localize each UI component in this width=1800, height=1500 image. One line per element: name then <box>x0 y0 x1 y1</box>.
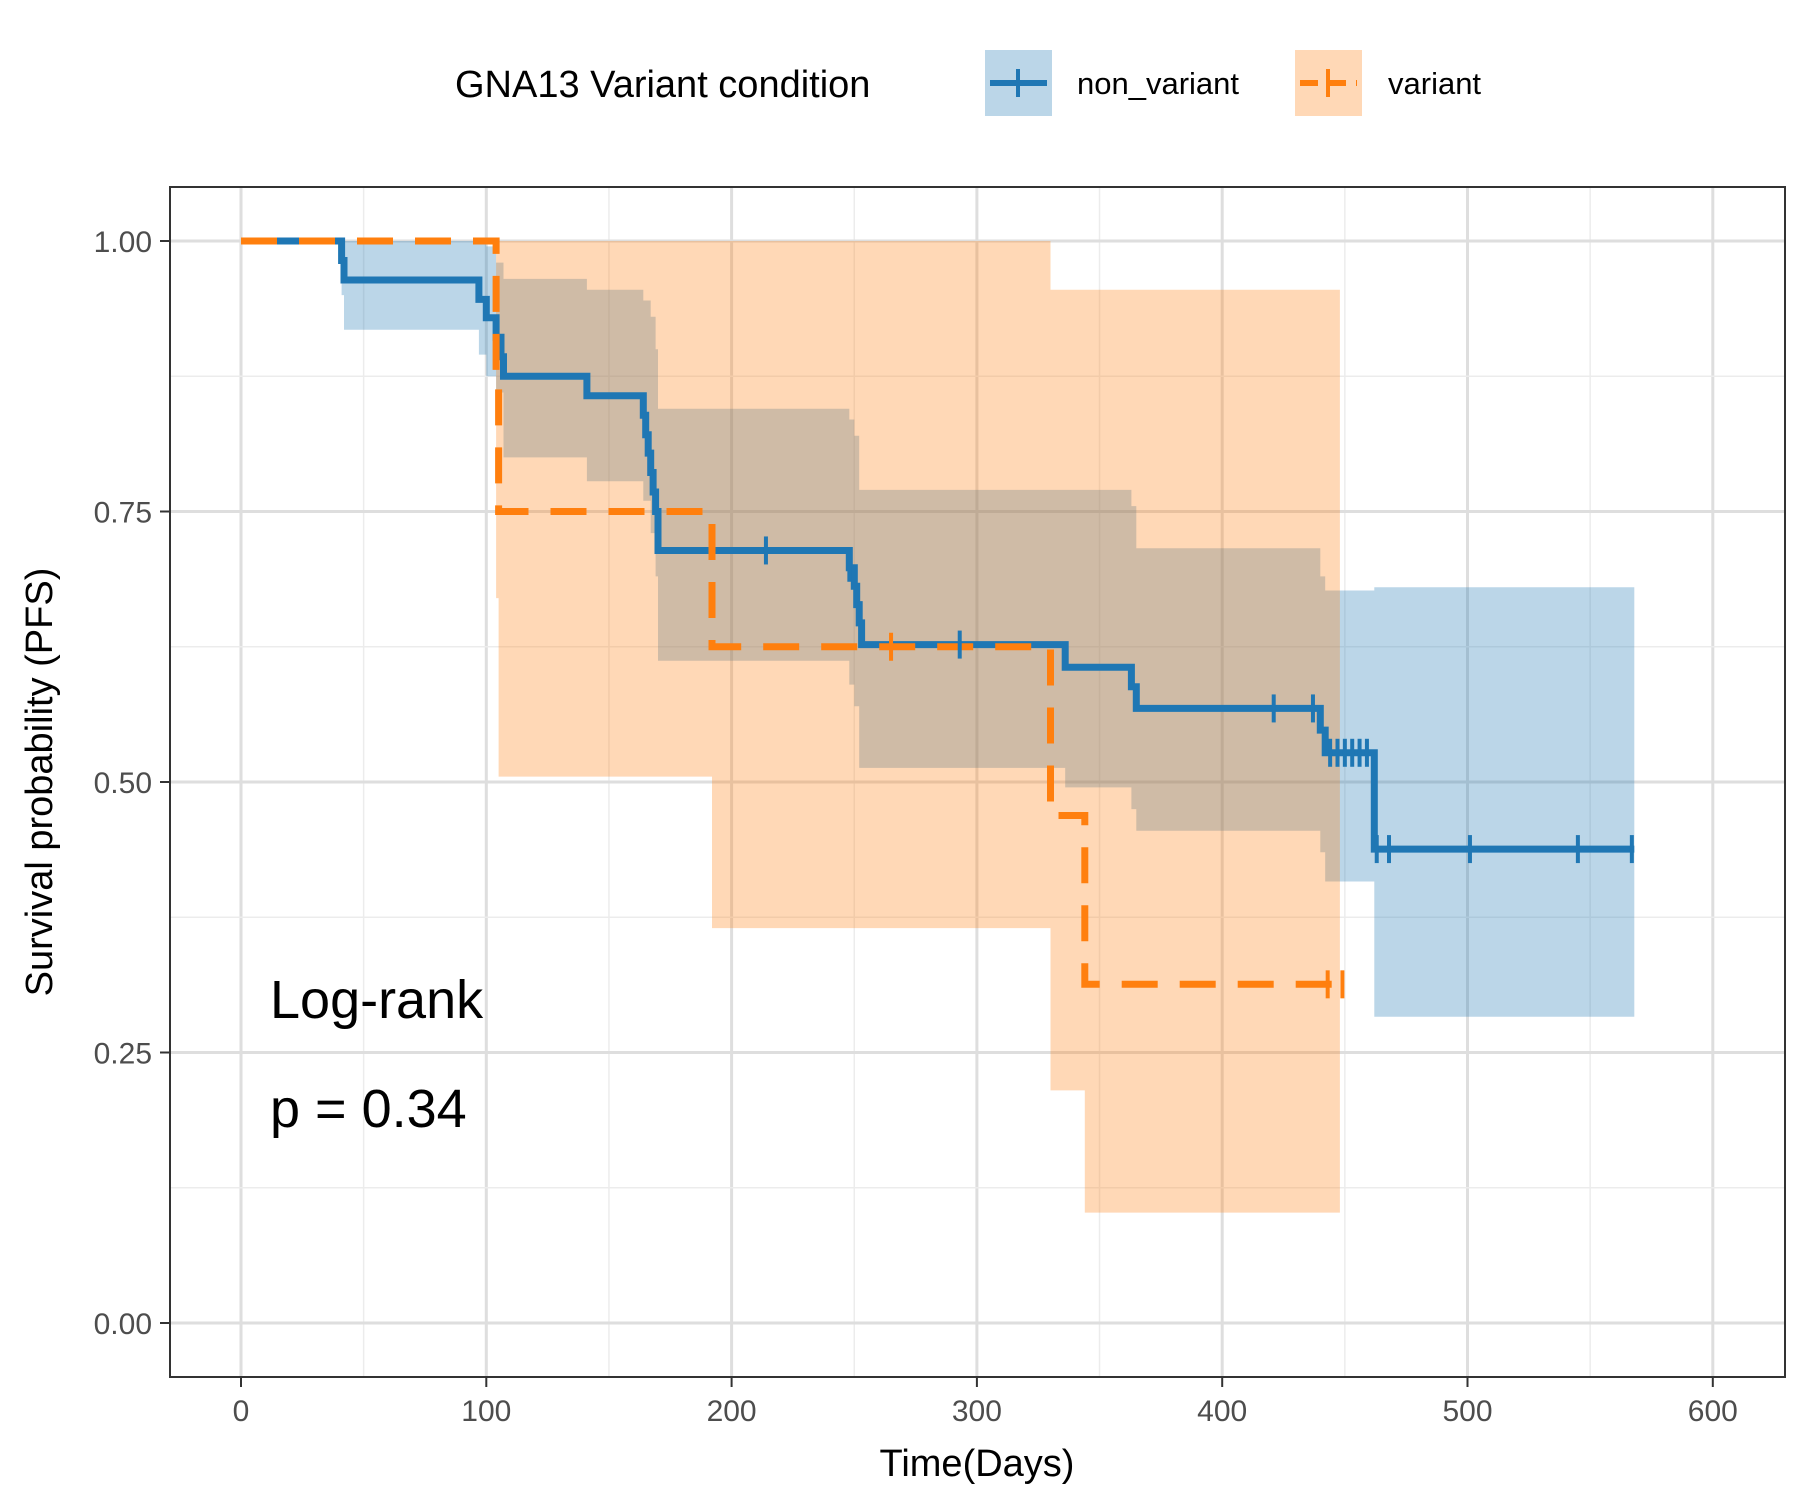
survival-line-non-variant <box>241 237 1635 853</box>
y-tick-label: 0.00 <box>94 1308 152 1341</box>
x-tick-label: 0 <box>233 1395 250 1428</box>
survival-line-variant <box>241 237 1348 988</box>
x-tick-label: 100 <box>461 1395 511 1428</box>
x-tick-label: 200 <box>707 1395 757 1428</box>
x-axis-title: Time(Days) <box>880 1443 1075 1485</box>
legend-title: GNA13 Variant condition <box>455 64 870 106</box>
survival-lines <box>241 237 1635 988</box>
grid <box>170 187 1785 1377</box>
confidence-bands <box>241 241 1635 1213</box>
axes: 0 100 200 300 400 500 600 0.00 0.25 0.50 0.75 1.00 <box>94 226 1738 1428</box>
x-tick-label: 500 <box>1442 1395 1492 1428</box>
p-value-label: p = 0.34 <box>270 1079 467 1139</box>
y-axis-title: Survival probability (PFS) <box>19 568 61 997</box>
y-tick-label: 0.25 <box>94 1038 152 1071</box>
ci-band-non-variant <box>241 241 1635 1017</box>
y-tick-label: 0.75 <box>94 497 152 530</box>
ci-band-variant <box>241 241 1340 1213</box>
legend: GNA13 Variant condition non_variant vari… <box>455 50 1481 116</box>
legend-label-variant: variant <box>1388 66 1481 101</box>
x-tick-label: 300 <box>952 1395 1002 1428</box>
legend-label-non-variant: non_variant <box>1077 66 1239 101</box>
censor-marks <box>763 536 1634 999</box>
log-rank-label: Log-rank <box>270 970 484 1030</box>
y-tick-label: 1.00 <box>94 226 152 259</box>
x-tick-label: 400 <box>1197 1395 1247 1428</box>
y-tick-label: 0.50 <box>94 767 152 800</box>
x-tick-label: 600 <box>1688 1395 1738 1428</box>
